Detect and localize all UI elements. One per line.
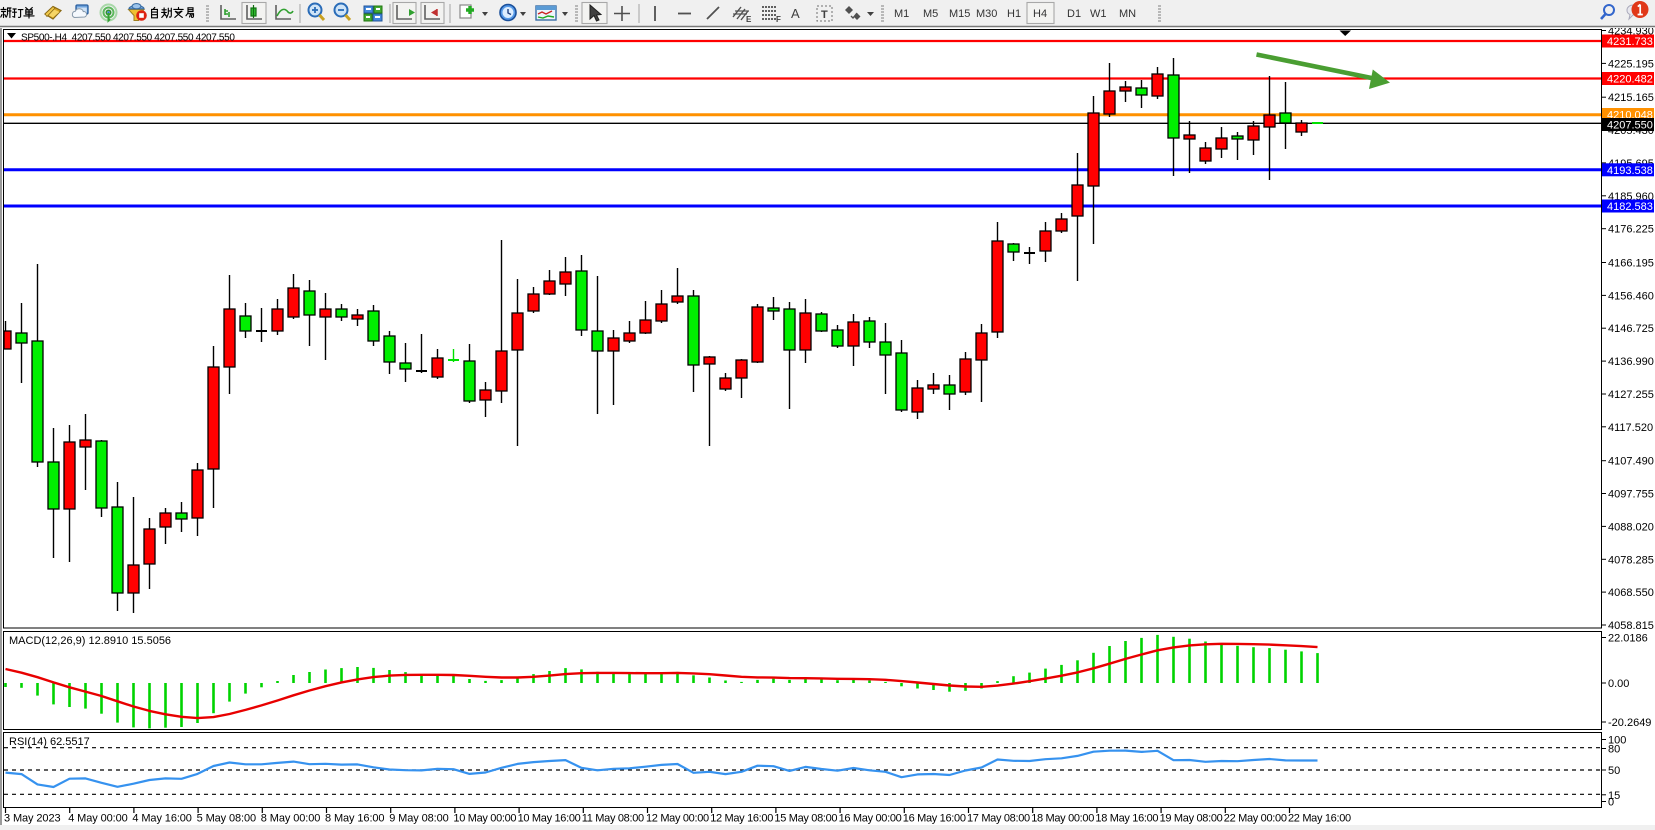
svg-text:9 May 08:00: 9 May 08:00 <box>389 813 448 825</box>
svg-text:4058.815: 4058.815 <box>1608 620 1654 632</box>
svg-text:16 May 00:00: 16 May 00:00 <box>839 813 902 825</box>
svg-text:SP500-.H4 4207.550 4207.550 4: SP500-.H4 4207.550 4207.550 4207.550 420… <box>21 32 235 43</box>
svg-text:4231.733: 4231.733 <box>1607 36 1653 48</box>
svg-text:4220.482: 4220.482 <box>1607 74 1653 86</box>
svg-text:T: T <box>821 9 828 21</box>
svg-text:18 May 00:00: 18 May 00:00 <box>1031 813 1094 825</box>
svg-text:80: 80 <box>1608 744 1620 756</box>
svg-text:E: E <box>746 15 752 24</box>
svg-text:4078.285: 4078.285 <box>1608 554 1654 566</box>
svg-text:4225.195: 4225.195 <box>1608 58 1654 70</box>
svg-text:4 May 16:00: 4 May 16:00 <box>132 813 191 825</box>
svg-text:4166.195: 4166.195 <box>1608 258 1654 270</box>
svg-text:10 May 00:00: 10 May 00:00 <box>453 813 516 825</box>
svg-text:11 May 08:00: 11 May 08:00 <box>582 813 644 825</box>
svg-text:100: 100 <box>1608 735 1626 747</box>
svg-text:4176.225: 4176.225 <box>1608 224 1654 236</box>
svg-text:M30: M30 <box>976 8 997 20</box>
svg-text:W1: W1 <box>1090 8 1107 20</box>
svg-text:D1: D1 <box>1067 8 1081 20</box>
svg-text:22.0186: 22.0186 <box>1608 633 1648 645</box>
svg-text:4215.165: 4215.165 <box>1608 92 1654 104</box>
svg-text:4097.755: 4097.755 <box>1608 489 1654 501</box>
svg-text:19 May 08:00: 19 May 08:00 <box>1160 813 1223 825</box>
svg-text:4068.550: 4068.550 <box>1608 587 1654 599</box>
svg-text:0: 0 <box>1608 797 1614 809</box>
svg-text:15 May 08:00: 15 May 08:00 <box>774 813 837 825</box>
svg-text:18 May 16:00: 18 May 16:00 <box>1095 813 1158 825</box>
svg-text:A: A <box>791 6 800 21</box>
svg-text:4117.520: 4117.520 <box>1608 422 1653 434</box>
svg-text:M1: M1 <box>894 8 909 20</box>
svg-text:12 May 16:00: 12 May 16:00 <box>710 813 773 825</box>
svg-text:MACD(12,26,9) 12.8910 15.5056: MACD(12,26,9) 12.8910 15.5056 <box>9 635 171 647</box>
svg-text:4 May 00:00: 4 May 00:00 <box>68 813 127 825</box>
svg-text:22 May 16:00: 22 May 16:00 <box>1288 813 1351 825</box>
svg-text:8 May 00:00: 8 May 00:00 <box>261 813 320 825</box>
svg-text:4127.255: 4127.255 <box>1608 389 1654 401</box>
svg-text:4107.490: 4107.490 <box>1608 456 1654 468</box>
svg-text:4207.550: 4207.550 <box>1607 120 1653 132</box>
svg-text:10 May 16:00: 10 May 16:00 <box>518 813 581 825</box>
svg-text:15: 15 <box>1608 790 1620 802</box>
svg-text:12 May 00:00: 12 May 00:00 <box>646 813 709 825</box>
svg-text:8 May 16:00: 8 May 16:00 <box>325 813 384 825</box>
svg-text:0.00: 0.00 <box>1608 678 1629 690</box>
svg-text:4193.538: 4193.538 <box>1607 165 1653 177</box>
svg-text:4182.583: 4182.583 <box>1607 201 1653 213</box>
svg-text:17 May 08:00: 17 May 08:00 <box>967 813 1030 825</box>
svg-text:H1: H1 <box>1007 8 1021 20</box>
svg-text:4136.990: 4136.990 <box>1608 356 1654 368</box>
svg-text:16 May 16:00: 16 May 16:00 <box>903 813 966 825</box>
svg-text:22 May 00:00: 22 May 00:00 <box>1224 813 1287 825</box>
svg-text:RSI(14) 62.5517: RSI(14) 62.5517 <box>9 736 90 748</box>
svg-text:M5: M5 <box>923 8 938 20</box>
svg-text:4156.460: 4156.460 <box>1608 290 1654 302</box>
svg-text:MN: MN <box>1119 8 1136 20</box>
svg-text:H4: H4 <box>1033 8 1047 20</box>
svg-text:4146.725: 4146.725 <box>1608 323 1654 335</box>
svg-text:5 May 08:00: 5 May 08:00 <box>197 813 256 825</box>
svg-text:-20.2649: -20.2649 <box>1608 717 1651 729</box>
svg-text:4088.020: 4088.020 <box>1608 521 1654 533</box>
svg-text:M15: M15 <box>949 8 970 20</box>
svg-text:3 May 2023: 3 May 2023 <box>4 813 60 825</box>
svg-text:F: F <box>776 15 781 24</box>
svg-text:50: 50 <box>1608 765 1620 777</box>
svg-text:4234.930: 4234.930 <box>1608 28 1654 38</box>
